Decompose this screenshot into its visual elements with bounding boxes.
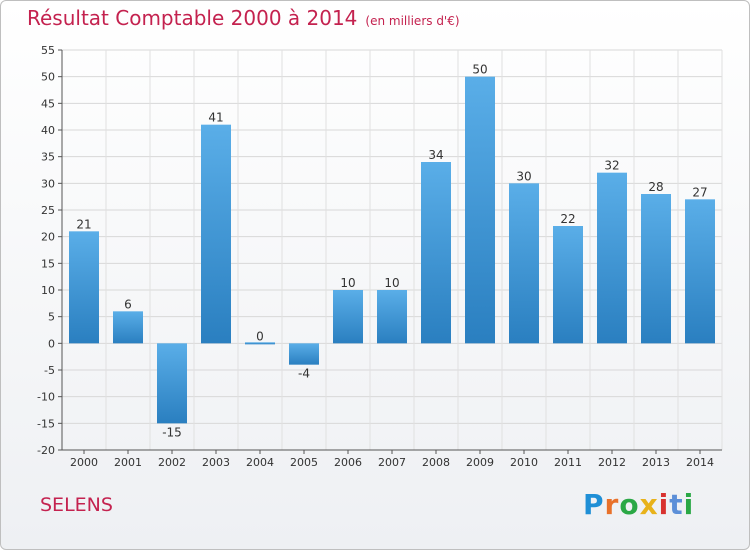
x-tick-label: 2004 — [246, 456, 274, 469]
data-label: 27 — [692, 185, 707, 199]
y-tick-label: -20 — [37, 444, 55, 457]
y-tick-label: -15 — [37, 417, 55, 430]
bar — [113, 311, 143, 344]
data-label: 32 — [604, 159, 619, 173]
data-label: 6 — [124, 297, 132, 311]
y-tick-label: 40 — [41, 124, 55, 137]
y-tick-label: 35 — [41, 151, 55, 164]
logo-letter: t — [669, 488, 684, 521]
y-tick-label: 15 — [41, 257, 55, 270]
x-tick-label: 2008 — [422, 456, 450, 469]
y-tick-label: 45 — [41, 97, 55, 110]
x-tick-label: 2014 — [686, 456, 714, 469]
place-name: SELENS — [40, 494, 113, 516]
bar — [289, 343, 319, 365]
data-label: 10 — [340, 276, 355, 290]
data-label: 34 — [428, 148, 443, 162]
logo-letter: i — [683, 488, 695, 521]
x-tick-label: 2009 — [466, 456, 494, 469]
y-tick-label: -10 — [37, 391, 55, 404]
y-tick-label: 5 — [48, 311, 55, 324]
bar — [465, 76, 495, 344]
y-tick-label: 20 — [41, 231, 55, 244]
bar — [597, 172, 627, 344]
x-tick-label: 2006 — [334, 456, 362, 469]
chart-title-text: Résultat Comptable 2000 à 2014 — [27, 6, 358, 30]
bar — [377, 290, 407, 344]
x-tick-label: 2012 — [598, 456, 626, 469]
logo-letter: P — [583, 488, 605, 521]
logo-letter: r — [604, 488, 620, 521]
x-tick-label: 2005 — [290, 456, 318, 469]
y-tick-label: 10 — [41, 284, 55, 297]
bar — [157, 343, 187, 424]
x-tick-label: 2007 — [378, 456, 406, 469]
bar — [553, 226, 583, 344]
chart-subtitle: (en milliers d'€) — [365, 14, 460, 28]
data-label: -15 — [162, 425, 182, 439]
bar — [333, 290, 363, 344]
data-label: 28 — [648, 180, 663, 194]
bar — [509, 183, 539, 344]
chart-title: Résultat Comptable 2000 à 2014 (en millie… — [27, 6, 460, 30]
x-tick-label: 2010 — [510, 456, 538, 469]
x-tick-label: 2011 — [554, 456, 582, 469]
y-tick-label: -5 — [44, 364, 55, 377]
x-tick-label: 2002 — [158, 456, 186, 469]
data-label: 21 — [76, 217, 91, 231]
data-label: 10 — [384, 276, 399, 290]
data-label: 41 — [208, 111, 223, 125]
bar — [69, 231, 99, 344]
data-label: 22 — [560, 212, 575, 226]
data-label: -4 — [298, 367, 310, 381]
bar — [245, 342, 275, 345]
logo-letter: x — [639, 488, 659, 521]
logo-letter: i — [658, 488, 670, 521]
y-tick-label: 50 — [41, 71, 55, 84]
bar — [201, 124, 231, 344]
x-tick-label: 2001 — [114, 456, 142, 469]
y-tick-label: 25 — [41, 204, 55, 217]
data-label: 0 — [256, 329, 264, 343]
bar — [685, 199, 715, 344]
x-tick-label: 2003 — [202, 456, 230, 469]
bar — [421, 162, 451, 344]
proxiti-logo: Proxiti — [583, 488, 694, 521]
data-label: 30 — [516, 169, 531, 183]
logo-letter: o — [619, 488, 640, 521]
y-tick-label: 30 — [41, 177, 55, 190]
x-tick-label: 2013 — [642, 456, 670, 469]
x-tick-label: 2000 — [70, 456, 98, 469]
bar — [641, 194, 671, 344]
data-label: 50 — [472, 63, 487, 77]
y-tick-label: 0 — [48, 337, 55, 350]
y-tick-label: 55 — [41, 44, 55, 57]
